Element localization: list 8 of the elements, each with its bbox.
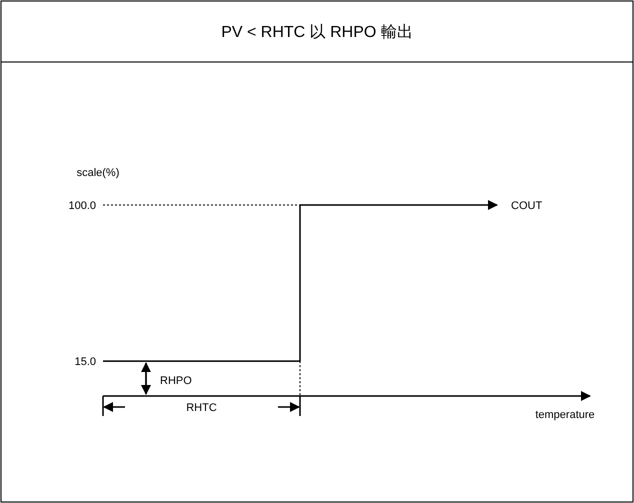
- y-axis-title: scale(%): [76, 167, 120, 179]
- annotation: RHPO: [160, 375, 192, 387]
- text: RHTC: [186, 402, 217, 414]
- y-tick-label: 100.0: [68, 200, 96, 212]
- y-tick-label: 15.0: [74, 356, 96, 368]
- chart-title: PV < RHTC 以 RHPO 輸出: [221, 23, 413, 41]
- text: temperature: [535, 409, 595, 421]
- series-label: COUT: [511, 200, 542, 212]
